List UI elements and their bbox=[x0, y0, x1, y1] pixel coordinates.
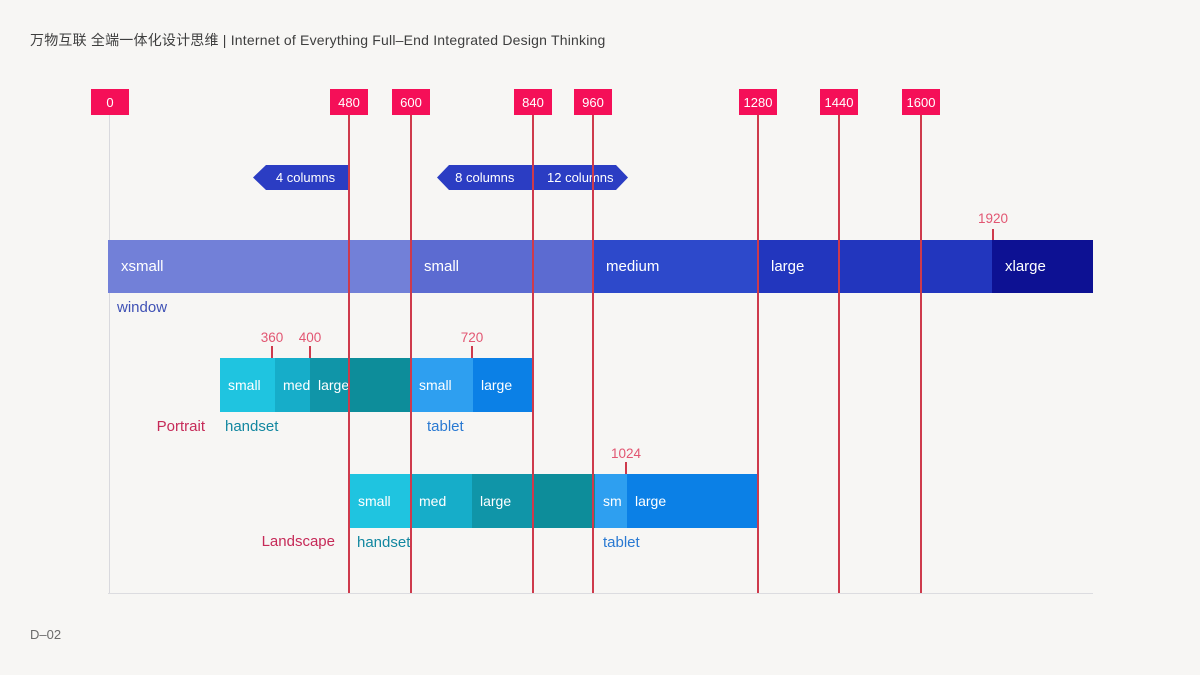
breakpoint-line-1440 bbox=[838, 115, 840, 593]
breakpoint-badge-1600: 1600 bbox=[902, 89, 940, 115]
breakpoint-badge-0: 0 bbox=[91, 89, 129, 115]
portrait-segment-label: small bbox=[419, 377, 452, 393]
landscape-segment-label: small bbox=[358, 493, 391, 509]
breakpoint-line-480 bbox=[348, 115, 350, 593]
landscape-handset-caption: handset bbox=[357, 534, 411, 551]
breakpoint-line-600 bbox=[410, 115, 412, 593]
window-segment-label: large bbox=[771, 258, 805, 275]
tick-label-720: 720 bbox=[460, 330, 484, 345]
baseline-rule bbox=[108, 593, 1093, 594]
breakpoint-badge-1440: 1440 bbox=[820, 89, 858, 115]
window-segment-label: medium bbox=[606, 258, 660, 275]
breakpoint-badge-1280: 1280 bbox=[739, 89, 777, 115]
breakpoint-line-0 bbox=[109, 112, 110, 593]
columns-span-4-arrow: 4 columns bbox=[253, 165, 350, 190]
portrait-segment-large: large bbox=[310, 358, 350, 412]
portrait-section-caption: Portrait bbox=[156, 418, 205, 435]
window-segment-medium: medium bbox=[593, 240, 758, 293]
portrait-segment-small: small bbox=[411, 358, 473, 412]
landscape-segment-label: med bbox=[419, 493, 447, 509]
tick-label-360: 360 bbox=[260, 330, 284, 345]
landscape-segment-large: large bbox=[472, 474, 533, 528]
landscape-segment-label: sm bbox=[603, 493, 622, 509]
portrait-segment-label: large bbox=[481, 377, 513, 393]
tick-label-1024: 1024 bbox=[610, 446, 642, 461]
window-segment-xsmall: xsmall bbox=[108, 240, 411, 293]
breakpoint-badge-840: 840 bbox=[514, 89, 552, 115]
portrait-segment-med: med bbox=[275, 358, 310, 412]
tick-mark-1920 bbox=[992, 229, 994, 240]
landscape-segment-overlap bbox=[533, 474, 595, 528]
tick-mark-400 bbox=[309, 346, 311, 358]
portrait-segment-large: large bbox=[473, 358, 533, 412]
breakpoint-badge-600: 600 bbox=[392, 89, 430, 115]
landscape-segment-sm: sm bbox=[595, 474, 627, 528]
tick-label-400: 400 bbox=[298, 330, 322, 345]
portrait-tablet-caption: tablet bbox=[427, 418, 464, 435]
window-segment-large: large bbox=[758, 240, 992, 293]
breakpoint-line-960 bbox=[592, 115, 594, 593]
window-segment-xlarge: xlarge bbox=[992, 240, 1093, 293]
breakpoint-badge-960: 960 bbox=[574, 89, 612, 115]
landscape-section-caption: Landscape bbox=[261, 533, 335, 550]
window-segment-small: small bbox=[411, 240, 593, 293]
portrait-segment-overlap bbox=[350, 358, 411, 412]
portrait-segment-label: med bbox=[283, 377, 311, 393]
portrait-segment-label: small bbox=[228, 377, 261, 393]
tick-mark-360 bbox=[271, 346, 273, 358]
page-title: 万物互联 全端一体化设计思维 | Internet of Everything … bbox=[30, 32, 606, 48]
breakpoint-line-1600 bbox=[920, 115, 922, 593]
columns-span-8-label: 8 columns bbox=[455, 170, 515, 185]
columns-span-4-label: 4 columns bbox=[275, 170, 336, 185]
window-segment-label: small bbox=[424, 258, 460, 275]
portrait-handset-caption: handset bbox=[225, 418, 279, 435]
tick-mark-720 bbox=[471, 346, 473, 358]
landscape-segment-large: large bbox=[627, 474, 758, 528]
landscape-segment-label: large bbox=[480, 493, 512, 509]
window-segment-label: xsmall bbox=[121, 258, 164, 275]
landscape-segment-label: large bbox=[635, 493, 667, 509]
window-caption: window bbox=[117, 299, 168, 316]
columns-span-12-label: 12 columns bbox=[547, 170, 614, 185]
landscape-segment-med: med bbox=[411, 474, 472, 528]
window-segment-label: xlarge bbox=[1005, 258, 1046, 275]
landscape-tablet-caption: tablet bbox=[603, 534, 640, 551]
slide-code: D–02 bbox=[30, 627, 62, 642]
tick-label-1920: 1920 bbox=[977, 211, 1009, 226]
landscape-segment-small: small bbox=[350, 474, 411, 528]
portrait-segment-small: small bbox=[220, 358, 275, 412]
tick-mark-1024 bbox=[625, 462, 627, 474]
breakpoint-line-1280 bbox=[757, 115, 759, 593]
breakpoint-badge-480: 480 bbox=[330, 89, 368, 115]
portrait-segment-label: large bbox=[318, 377, 350, 393]
breakpoint-line-840 bbox=[532, 115, 534, 593]
